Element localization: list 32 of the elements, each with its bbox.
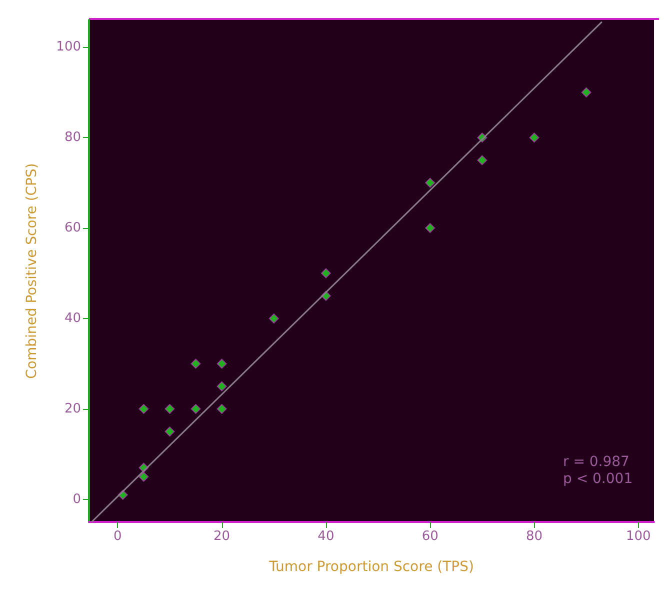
point bbox=[190, 358, 201, 369]
y-tick-label: 20 bbox=[64, 401, 81, 416]
point bbox=[138, 472, 149, 482]
point bbox=[190, 404, 201, 414]
x-axis-title: Tumor Proportion Score (TPS) bbox=[268, 559, 474, 575]
x-tick-label: 80 bbox=[526, 529, 543, 544]
point bbox=[164, 404, 175, 414]
x-tick-label: 60 bbox=[422, 529, 438, 544]
x-tick-label: 40 bbox=[318, 529, 334, 544]
y-tick-label: 40 bbox=[64, 310, 81, 326]
point bbox=[164, 426, 175, 437]
point bbox=[138, 404, 149, 414]
point bbox=[268, 313, 279, 324]
y-tick-label: 0 bbox=[72, 492, 81, 507]
point bbox=[216, 404, 227, 414]
point bbox=[477, 155, 488, 166]
point bbox=[581, 87, 592, 98]
y-tick-label: 100 bbox=[56, 40, 81, 55]
y-tick-label: 60 bbox=[64, 220, 81, 236]
point bbox=[425, 223, 436, 234]
annotation: r = 0.987 bbox=[563, 454, 630, 470]
point bbox=[216, 358, 227, 369]
point bbox=[320, 268, 331, 278]
point bbox=[529, 132, 540, 143]
x-tick-label: 20 bbox=[214, 529, 230, 544]
point bbox=[216, 381, 227, 392]
point bbox=[425, 178, 436, 188]
y-axis-title: Combined Positive Score (CPS) bbox=[24, 163, 40, 379]
annotation: p < 0.001 bbox=[563, 471, 633, 487]
x-tick-label: 0 bbox=[114, 529, 122, 544]
x-tick-label: 100 bbox=[626, 529, 651, 544]
y-tick-label: 80 bbox=[64, 130, 81, 146]
